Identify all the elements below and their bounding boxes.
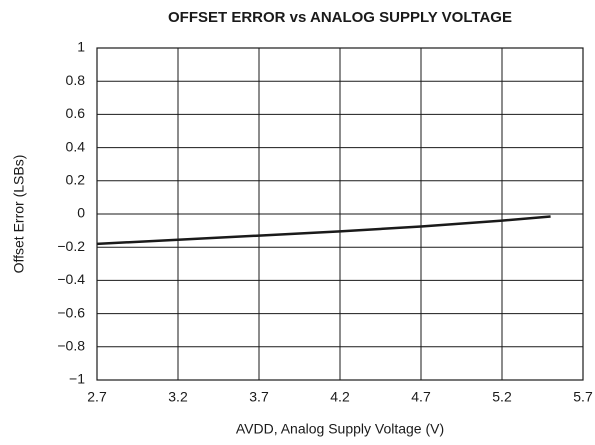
y-tick-label: −0.6	[57, 304, 85, 320]
y-tick-label: −0.8	[57, 338, 85, 354]
y-tick-label: 1	[77, 39, 85, 55]
y-tick-label: 0	[77, 205, 85, 221]
plot-frame	[96, 47, 584, 381]
x-tick-label: 4.7	[411, 389, 431, 405]
chart-title: OFFSET ERROR vs ANALOG SUPPLY VOLTAGE	[168, 9, 512, 26]
x-tick-label: 5.7	[573, 389, 593, 405]
x-tick-label: 3.7	[249, 389, 269, 405]
y-tick-label: 0.4	[66, 138, 86, 154]
data-line	[96, 215, 551, 246]
y-tick-label: 0.2	[66, 172, 86, 188]
y-tick-label: 0.8	[66, 72, 86, 88]
x-tick-label: 5.2	[492, 389, 512, 405]
x-tick-label: 3.2	[168, 389, 188, 405]
y-axis-label: Offset Error (LSBs)	[11, 155, 27, 274]
y-tick-label: −0.2	[57, 238, 85, 254]
x-tick-label: 4.2	[330, 389, 350, 405]
y-tick-label: −1	[69, 371, 85, 387]
x-tick-label: 2.7	[87, 389, 107, 405]
y-tick-label: −0.4	[57, 271, 85, 287]
y-tick-label: 0.6	[66, 105, 86, 121]
x-axis-label: AVDD, Analog Supply Voltage (V)	[236, 421, 444, 437]
